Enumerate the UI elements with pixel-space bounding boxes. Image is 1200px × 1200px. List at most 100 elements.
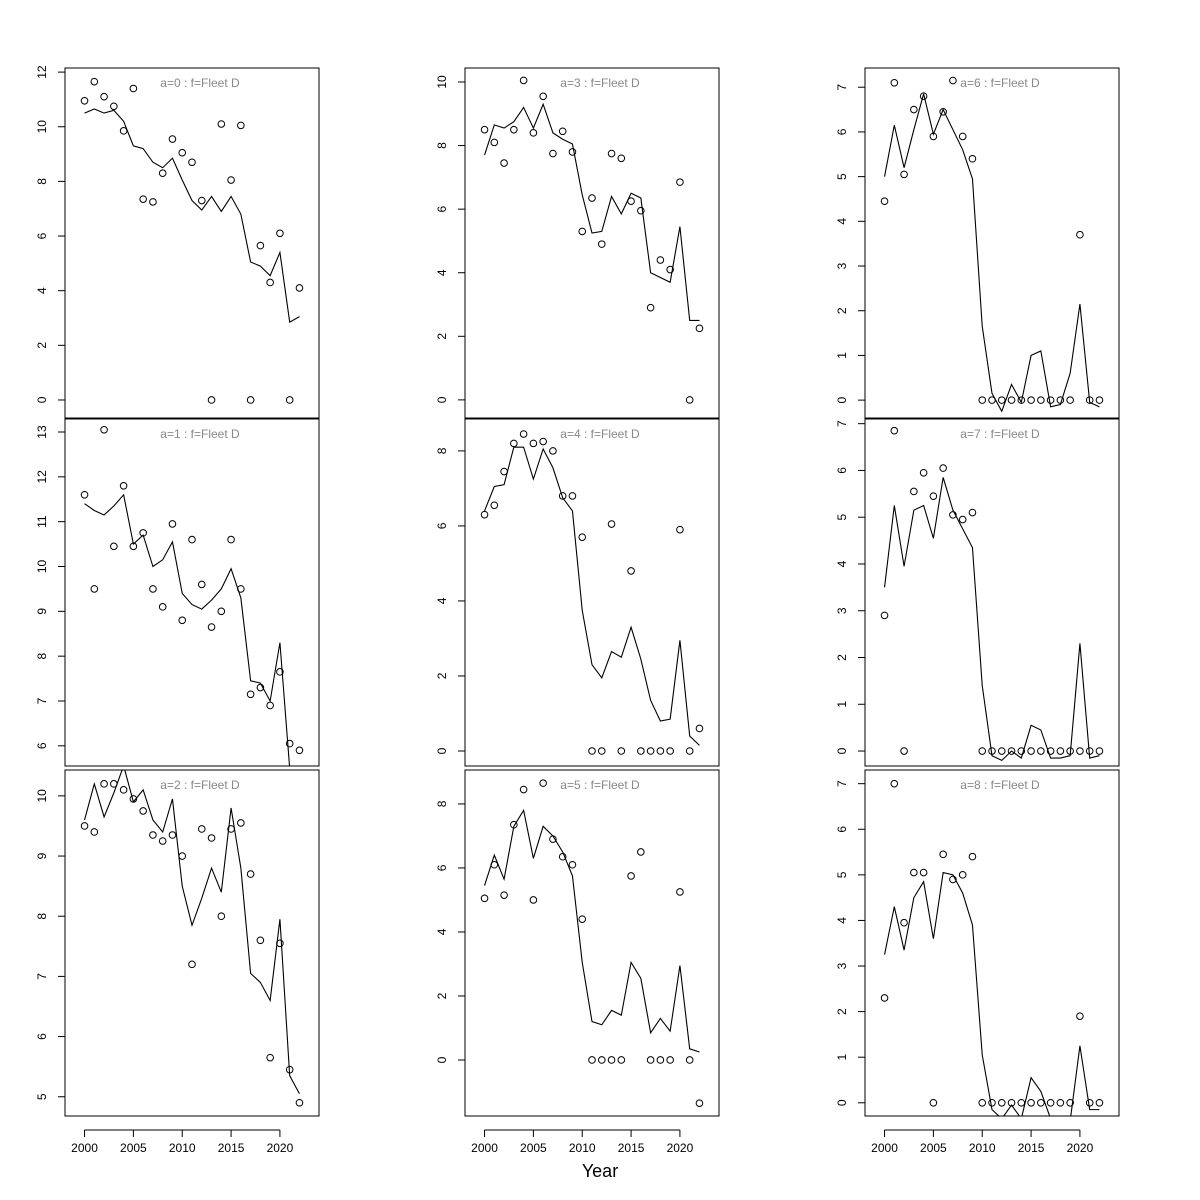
observed-point — [188, 158, 196, 167]
observed-point — [939, 464, 947, 472]
y-tick-label: 2 — [835, 307, 849, 314]
observed-point — [227, 535, 235, 544]
observed-point — [100, 425, 108, 434]
panel: 0 2 4 6 8 2000 2005 2010 2015 2020 Year a=5 : f=Fle… — [435, 769, 720, 1181]
observed-point — [597, 240, 606, 248]
observed-point — [266, 278, 274, 287]
observed-point — [880, 197, 889, 206]
x-tick-label: 2015 — [618, 1141, 645, 1155]
plot-area — [880, 76, 1104, 413]
observed-point — [100, 92, 108, 101]
y-tick-label: 11 — [35, 515, 49, 528]
observed-point — [1085, 1098, 1094, 1107]
observed-point — [256, 683, 265, 692]
observed-point — [880, 994, 889, 1002]
observed-point — [529, 129, 538, 137]
observed-point — [968, 508, 977, 517]
panel: 0 2 4 6 8 10 12 a=0 : f=Fleet D — [35, 65, 320, 419]
observed-point — [617, 1056, 626, 1064]
y-tick-label: 4 — [835, 917, 849, 924]
observed-point — [949, 875, 957, 884]
observed-point — [1007, 396, 1016, 404]
y-tick-label: 4 — [435, 269, 449, 276]
panel: 0 1 2 3 4 5 6 7 2000 2005 2010 2015 2020 a=8 : f=Flee… — [835, 769, 1120, 1155]
observed-point — [997, 747, 1006, 755]
plot-frame — [864, 418, 1120, 767]
y-tick-label: 8 — [435, 142, 449, 149]
panel: 0 2 4 6 8 a=4 : f=Fleet D — [435, 418, 720, 767]
observed-point — [256, 936, 265, 945]
observed-point — [588, 1056, 596, 1064]
observed-point — [1037, 1098, 1045, 1107]
y-tick-label: 9 — [35, 608, 49, 615]
observed-point — [480, 894, 489, 903]
y-tick-label: 6 — [835, 128, 849, 135]
y-tick-label: 10 — [435, 75, 449, 89]
observed-point — [1027, 747, 1035, 755]
panel: 0 1 2 3 4 5 6 7 a=7 : f=Fleet D — [835, 418, 1120, 767]
observed-point — [627, 872, 635, 880]
observed-point — [110, 102, 118, 111]
observed-point — [295, 1098, 304, 1107]
y-tick-label: 2 — [435, 992, 449, 999]
y-tick-label: 4 — [35, 287, 49, 294]
x-tick-label: 2020 — [267, 1141, 294, 1155]
plot-area — [880, 779, 1104, 1116]
x-tick-label: 2010 — [569, 1141, 596, 1155]
y-tick-label: 6 — [435, 522, 449, 529]
y-tick-label: 7 — [835, 420, 849, 427]
observed-point — [1076, 1012, 1084, 1020]
observed-point — [695, 1099, 704, 1107]
fitted-line — [484, 446, 700, 746]
observed-point — [558, 852, 567, 861]
observed-point — [1046, 747, 1055, 755]
observed-point — [695, 724, 704, 733]
plot-frame — [64, 769, 320, 1117]
observed-point — [1037, 747, 1045, 755]
observed-point — [949, 511, 957, 519]
y-tick-label: 8 — [35, 913, 49, 920]
x-tick-label: 2010 — [969, 1141, 996, 1155]
y-tick-label: 2 — [435, 333, 449, 340]
y-tick-label: 10 — [35, 789, 49, 803]
observed-point — [149, 831, 157, 839]
observed-point — [256, 241, 265, 250]
observed-point — [188, 960, 196, 969]
observed-point — [890, 426, 899, 435]
observed-point — [1046, 1098, 1055, 1107]
observed-point — [900, 170, 908, 179]
x-tick-label: 2015 — [1018, 1141, 1045, 1155]
observed-point — [266, 1053, 274, 1062]
y-tick-label: 6 — [835, 467, 849, 474]
observed-point — [568, 860, 577, 869]
observed-point — [295, 284, 304, 292]
observed-point — [246, 690, 255, 699]
observed-point — [910, 868, 918, 877]
observed-point — [90, 585, 99, 593]
observed-point — [539, 437, 547, 446]
observed-point — [597, 747, 606, 755]
observed-point — [968, 852, 977, 861]
observed-point — [217, 120, 226, 128]
observed-point — [997, 396, 1006, 404]
observed-point — [110, 542, 118, 551]
observed-point — [276, 229, 284, 238]
y-tick-label: 2 — [835, 1008, 849, 1015]
observed-point — [890, 779, 899, 788]
observed-point — [637, 747, 645, 755]
y-tick-label: 12 — [35, 65, 49, 79]
observed-point — [676, 178, 684, 186]
observed-point — [910, 487, 918, 496]
y-tick-label: 10 — [35, 560, 49, 574]
observed-point — [217, 912, 226, 921]
observed-point — [588, 747, 596, 755]
panel: 6 7 8 9 10 11 12 13 a=1 : f=Fleet D — [35, 418, 320, 767]
observed-point — [519, 785, 528, 794]
panel: 0 1 2 3 4 5 6 7 a=6 : f=Fleet D — [835, 67, 1120, 419]
observed-point — [285, 739, 294, 748]
observed-point — [519, 430, 528, 438]
y-tick-label: 5 — [835, 871, 849, 878]
observed-point — [490, 501, 499, 510]
observed-point — [480, 510, 489, 519]
